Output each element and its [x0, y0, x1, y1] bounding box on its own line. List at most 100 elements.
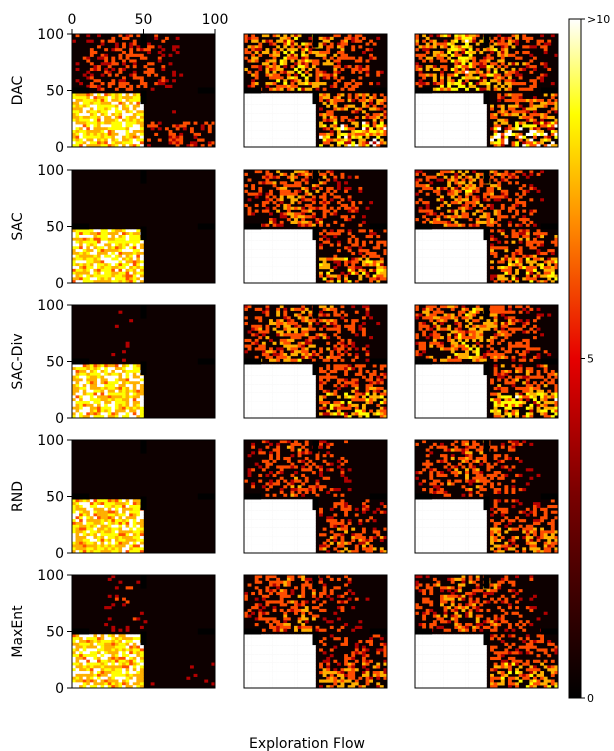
heatmap-cell [308, 206, 313, 210]
heatmap-cell [472, 39, 477, 43]
heatmap-cell [114, 266, 119, 270]
heatmap-cell [139, 260, 144, 264]
heatmap-cell [479, 215, 484, 219]
heatmap-cell [468, 65, 473, 69]
heatmap-cell [468, 84, 473, 88]
heatmap-cell [358, 45, 363, 49]
heatmap-cell [179, 141, 184, 145]
heatmap-cell [276, 141, 281, 145]
heatmap-cell [294, 266, 298, 270]
maze-wall [415, 87, 433, 94]
heatmap-cell [440, 249, 444, 253]
heatmap-cell [418, 141, 423, 145]
heatmap-cell [247, 237, 252, 241]
heatmap-cell [336, 249, 341, 253]
heatmap-cell [429, 268, 434, 273]
heatmap-cell [125, 115, 130, 120]
heatmap-cell [122, 130, 126, 134]
heatmap-cell [122, 386, 126, 391]
heatmap-cell [347, 246, 352, 250]
heatmap-cell [472, 98, 477, 103]
heatmap-cell [258, 243, 263, 247]
heatmap-cell [333, 209, 338, 213]
heatmap-cell [79, 104, 84, 108]
heatmap-cell [75, 280, 80, 284]
heatmap-cell [290, 115, 295, 120]
heatmap-cell [125, 132, 130, 137]
heatmap-cell [454, 209, 459, 213]
heatmap-cell [125, 378, 130, 382]
heatmap-cell [465, 175, 469, 179]
heatmap-cell [340, 67, 345, 72]
heatmap-cell [479, 98, 484, 103]
heatmap-cell [294, 181, 298, 185]
heatmap-cell [283, 184, 288, 188]
heatmap-cell [429, 251, 434, 256]
heatmap-cell [254, 98, 259, 103]
heatmap-cell [450, 268, 455, 273]
heatmap-cell [540, 39, 545, 43]
heatmap-cell [457, 277, 462, 281]
heatmap-cell [150, 62, 155, 66]
heatmap-cell [436, 251, 441, 256]
heatmap-cell [465, 93, 469, 97]
heatmap-cell [486, 218, 491, 222]
heatmap-cell [154, 82, 159, 86]
heatmap-cell [272, 206, 277, 210]
heatmap-cell [497, 34, 502, 38]
heatmap-cell [136, 381, 141, 385]
heatmap-cell [415, 115, 419, 120]
heatmap-cell [450, 101, 455, 105]
heatmap-cell [89, 237, 94, 241]
heatmap-cell [308, 220, 313, 224]
heatmap-cell [454, 113, 459, 117]
heatmap-cell [329, 172, 334, 176]
heatmap-cell [422, 82, 427, 86]
heatmap-cell [251, 98, 256, 103]
heatmap-cell [365, 260, 370, 264]
heatmap-cell [86, 127, 91, 131]
heatmap-cell [422, 280, 427, 284]
heatmap-cell [254, 132, 259, 137]
heatmap-cell [276, 257, 281, 261]
heatmap-cell [415, 172, 419, 176]
heatmap-cell [493, 132, 498, 137]
heatmap-cell [443, 115, 448, 120]
heatmap-cell [369, 115, 374, 120]
heatmap-cell [465, 232, 469, 236]
heatmap-cell [118, 280, 123, 284]
heatmap-cell [272, 98, 277, 103]
heatmap-cell [172, 79, 176, 83]
heatmap-cell [251, 34, 256, 38]
heatmap-cell [251, 104, 256, 108]
heatmap-cell [122, 266, 126, 270]
heatmap-cell [125, 93, 130, 97]
heatmap-cell [111, 141, 116, 145]
heatmap-cell [276, 118, 281, 122]
heatmap-cell [118, 135, 123, 139]
heatmap-cell [493, 48, 498, 52]
heatmap-cell [365, 65, 370, 69]
heatmap-cell [79, 118, 84, 122]
heatmap-cell [354, 107, 359, 111]
heatmap-cell [422, 172, 427, 176]
heatmap-cell [454, 67, 459, 72]
heatmap-cell [247, 141, 252, 145]
heatmap-cell [425, 203, 430, 208]
heatmap-cell [447, 257, 452, 261]
heatmap-cell [86, 56, 91, 60]
heatmap-cell [436, 127, 441, 131]
heatmap-cell [425, 251, 430, 256]
heatmap-cell [532, 144, 537, 148]
heatmap-cell [322, 195, 327, 199]
heatmap-cell [482, 266, 487, 270]
heatmap-cell [379, 132, 384, 137]
heatmap-cell [79, 263, 84, 267]
heatmap-cell [432, 251, 437, 256]
heatmap-cell [251, 184, 256, 188]
heatmap-cell [522, 135, 527, 139]
heatmap-cell [468, 127, 473, 131]
heatmap-cell [479, 280, 484, 284]
heatmap-cell [447, 209, 452, 213]
heatmap-cell [254, 280, 259, 284]
